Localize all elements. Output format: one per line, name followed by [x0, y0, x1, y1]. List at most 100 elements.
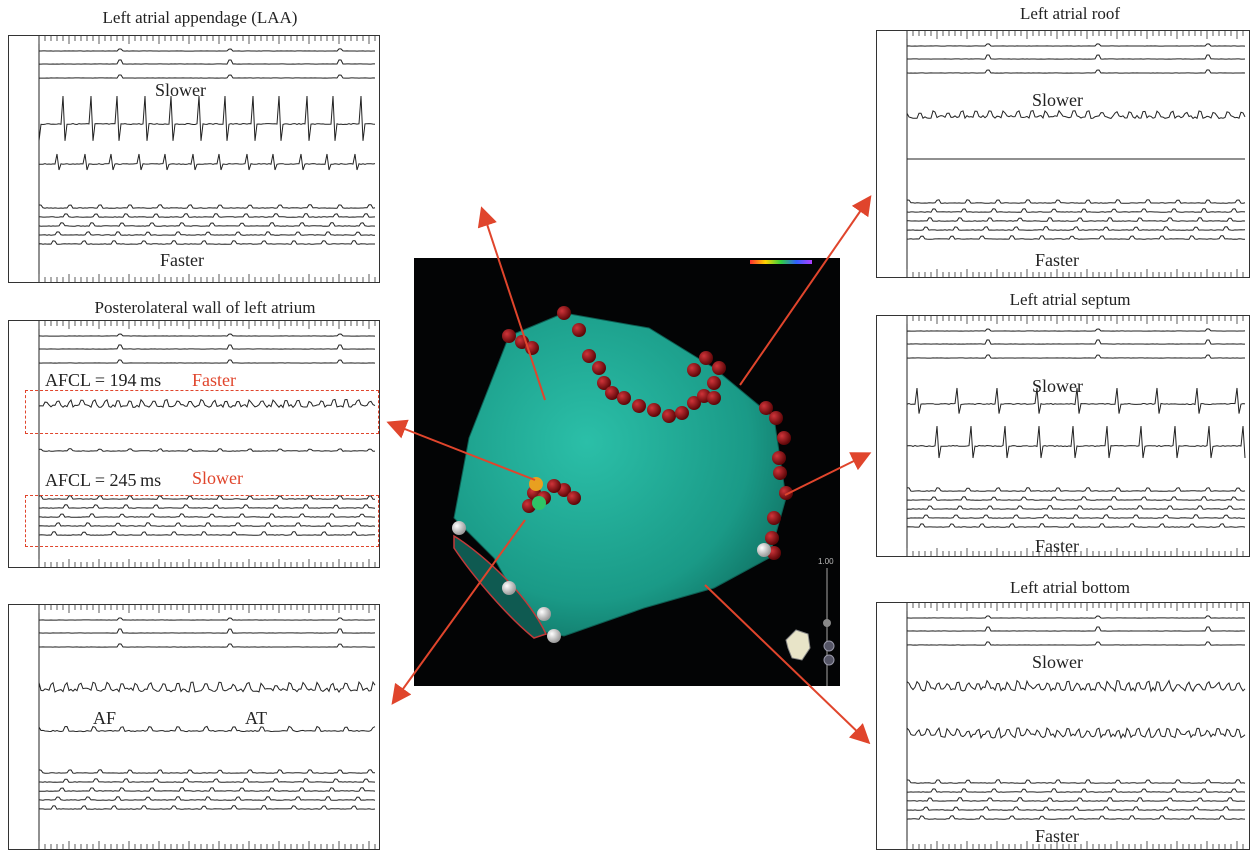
egm-trace	[38, 796, 376, 801]
egm-trace	[38, 504, 376, 509]
roof-tracings	[906, 31, 1246, 277]
egm-trace	[38, 222, 376, 227]
egm-trace	[38, 95, 376, 141]
ablation-point	[647, 403, 661, 417]
ablation-point	[572, 323, 586, 337]
reference-point	[757, 543, 771, 557]
egm-trace	[38, 725, 376, 733]
egm-trace	[907, 54, 1246, 60]
egm-trace	[38, 805, 376, 810]
laa-slower-label: Slower	[155, 80, 206, 100]
ablation-point	[547, 479, 561, 493]
roof-slower-label: Slower	[1032, 90, 1083, 110]
egm-trace	[38, 680, 376, 693]
egm-trace	[906, 109, 1246, 120]
egm-trace	[39, 231, 375, 236]
posterolateral-faster-label: Faster	[192, 370, 236, 390]
posterolateral-egm-panel	[8, 320, 380, 568]
laa-title: Left atrial appendage (LAA)	[102, 8, 298, 27]
ablation-point	[502, 329, 516, 343]
egm-trace	[906, 797, 1246, 802]
ablation-point	[597, 376, 611, 390]
bottom-title: Left atrial bottom	[1010, 578, 1130, 597]
egm-trace	[38, 787, 376, 792]
egm-trace	[906, 217, 1246, 222]
posterolateral-title: Posterolateral wall of left atrium	[94, 298, 316, 317]
egm-trace	[906, 387, 1246, 414]
ablation-point	[699, 351, 713, 365]
catheter-green-marker	[532, 496, 546, 510]
egm-trace	[906, 505, 1246, 510]
zoom-handle[interactable]	[823, 619, 831, 627]
egm-trace	[906, 226, 1246, 231]
egm-trace	[38, 333, 376, 337]
egm-trace	[38, 628, 376, 634]
ablation-point	[557, 306, 571, 320]
zoom-button[interactable]	[823, 654, 835, 666]
ablation-point	[567, 491, 581, 505]
egm-trace	[38, 240, 375, 245]
egm-trace	[38, 495, 375, 500]
ablation-point	[675, 406, 689, 420]
egm-trace	[906, 779, 1246, 784]
egm-trace	[38, 531, 375, 536]
egm-trace	[906, 496, 1246, 501]
bottom-slower-label: Slower	[1032, 652, 1083, 672]
af-at-tracings	[38, 605, 376, 849]
posterolateral-slower-label: Slower	[192, 468, 243, 488]
ablation-lesions	[502, 306, 793, 560]
egm-trace	[906, 235, 1245, 240]
egm-trace	[38, 213, 376, 218]
laa-tracings	[38, 36, 376, 282]
egm-trace	[906, 626, 1245, 632]
ablation-point	[773, 466, 787, 480]
septum-slower-label: Slower	[1032, 376, 1083, 396]
af-at-egm-panel	[8, 604, 380, 850]
ablation-point	[707, 391, 721, 405]
reference-point	[537, 607, 551, 621]
egm-trace	[38, 398, 376, 409]
egm-trace	[38, 359, 376, 364]
egm-trace	[906, 514, 1245, 519]
at-label: AT	[245, 708, 267, 728]
egm-trace	[906, 339, 1245, 345]
ablation-point	[777, 431, 791, 445]
ablation-point	[617, 391, 631, 405]
egm-trace	[39, 643, 376, 648]
ablation-point	[632, 399, 646, 413]
egm-trace	[906, 806, 1246, 811]
bottom-faster-label: Faster	[1035, 826, 1079, 846]
egm-trace	[906, 199, 1246, 204]
septum-faster-label: Faster	[1035, 536, 1079, 556]
egm-trace	[906, 69, 1246, 74]
egm-trace	[38, 204, 376, 209]
bottom-egm-panel	[876, 602, 1250, 850]
egm-trace	[906, 788, 1246, 793]
septum-tracings	[906, 316, 1246, 556]
egm-trace	[38, 617, 375, 621]
reference-point	[452, 521, 466, 535]
egm-trace	[906, 354, 1245, 359]
ablation-point	[772, 451, 786, 465]
egm-trace	[39, 344, 376, 350]
ablation-point	[687, 396, 701, 410]
zoom-button[interactable]	[823, 640, 835, 652]
egm-trace	[906, 615, 1246, 619]
reference-point	[502, 581, 516, 595]
ablation-point	[765, 531, 779, 545]
posterolateral-tracings	[38, 321, 376, 567]
egm-trace	[38, 769, 375, 774]
ablation-point	[707, 376, 721, 390]
egm-trace	[38, 74, 376, 79]
laa-faster-label: Faster	[160, 250, 204, 270]
egm-trace	[39, 48, 375, 52]
egm-trace	[906, 641, 1245, 646]
bottom-tracings	[906, 603, 1246, 849]
egm-trace	[38, 513, 375, 518]
egm-trace	[906, 523, 1246, 528]
catheter-orange-marker	[529, 477, 543, 491]
ablation-point	[779, 486, 793, 500]
egm-trace	[906, 208, 1246, 213]
faster-region-box	[25, 390, 379, 434]
ablation-point	[592, 361, 606, 375]
